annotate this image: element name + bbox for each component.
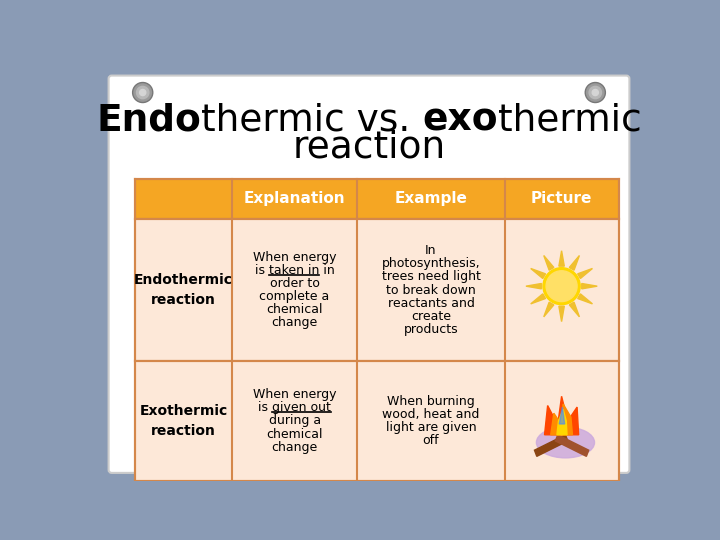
Text: is taken in in: is taken in in — [255, 264, 335, 277]
Text: wood, heat and: wood, heat and — [382, 408, 480, 421]
Text: to break down: to break down — [386, 284, 476, 296]
Polygon shape — [531, 294, 546, 304]
Circle shape — [589, 86, 601, 99]
Text: products: products — [404, 323, 459, 336]
Polygon shape — [559, 251, 564, 266]
Circle shape — [132, 83, 153, 103]
Polygon shape — [526, 284, 541, 289]
Text: When energy: When energy — [253, 388, 336, 401]
Polygon shape — [577, 268, 593, 279]
Text: light are given: light are given — [386, 421, 477, 434]
Polygon shape — [544, 302, 554, 317]
Text: reaction: reaction — [292, 130, 446, 166]
Text: Example: Example — [395, 191, 467, 206]
Text: chemical: chemical — [266, 428, 323, 441]
Circle shape — [546, 271, 577, 301]
Polygon shape — [570, 255, 580, 270]
Polygon shape — [577, 294, 593, 304]
Polygon shape — [559, 407, 564, 424]
Polygon shape — [531, 268, 546, 279]
Text: is given out: is given out — [258, 401, 331, 414]
Polygon shape — [555, 435, 589, 456]
Polygon shape — [551, 404, 572, 435]
FancyBboxPatch shape — [109, 76, 629, 473]
Polygon shape — [544, 255, 554, 270]
Text: chemical: chemical — [266, 303, 323, 316]
Text: Endo: Endo — [96, 102, 201, 138]
Polygon shape — [570, 302, 580, 317]
Circle shape — [592, 90, 598, 96]
Text: complete a: complete a — [259, 290, 330, 303]
Polygon shape — [534, 435, 568, 456]
Polygon shape — [544, 396, 579, 435]
Text: reactants and: reactants and — [387, 296, 474, 309]
Text: Exothermic
reaction: Exothermic reaction — [139, 404, 228, 438]
Text: In: In — [426, 244, 437, 257]
Bar — [135, 219, 618, 361]
Text: during a: during a — [269, 414, 320, 428]
Polygon shape — [559, 306, 564, 322]
Text: photosynthesis,: photosynthesis, — [382, 258, 480, 271]
Text: change: change — [271, 441, 318, 454]
Polygon shape — [557, 409, 567, 435]
Bar — [135, 179, 618, 219]
Text: Endothermic
reaction: Endothermic reaction — [134, 273, 233, 307]
Text: exo: exo — [423, 102, 498, 138]
Text: When energy: When energy — [253, 251, 336, 264]
Text: When burning: When burning — [387, 395, 475, 408]
Text: trees need light: trees need light — [382, 271, 480, 284]
Polygon shape — [582, 284, 597, 289]
Circle shape — [585, 83, 606, 103]
Text: Picture: Picture — [531, 191, 593, 206]
Circle shape — [137, 86, 149, 99]
Circle shape — [140, 90, 145, 96]
Ellipse shape — [536, 427, 595, 458]
Text: thermic: thermic — [498, 102, 642, 138]
Text: thermic vs.: thermic vs. — [201, 102, 423, 138]
Text: order to: order to — [270, 277, 320, 290]
Bar — [135, 361, 618, 481]
Text: change: change — [271, 316, 318, 329]
Text: create: create — [411, 310, 451, 323]
Text: Explanation: Explanation — [244, 191, 346, 206]
Circle shape — [543, 268, 580, 305]
Text: off: off — [423, 434, 439, 447]
